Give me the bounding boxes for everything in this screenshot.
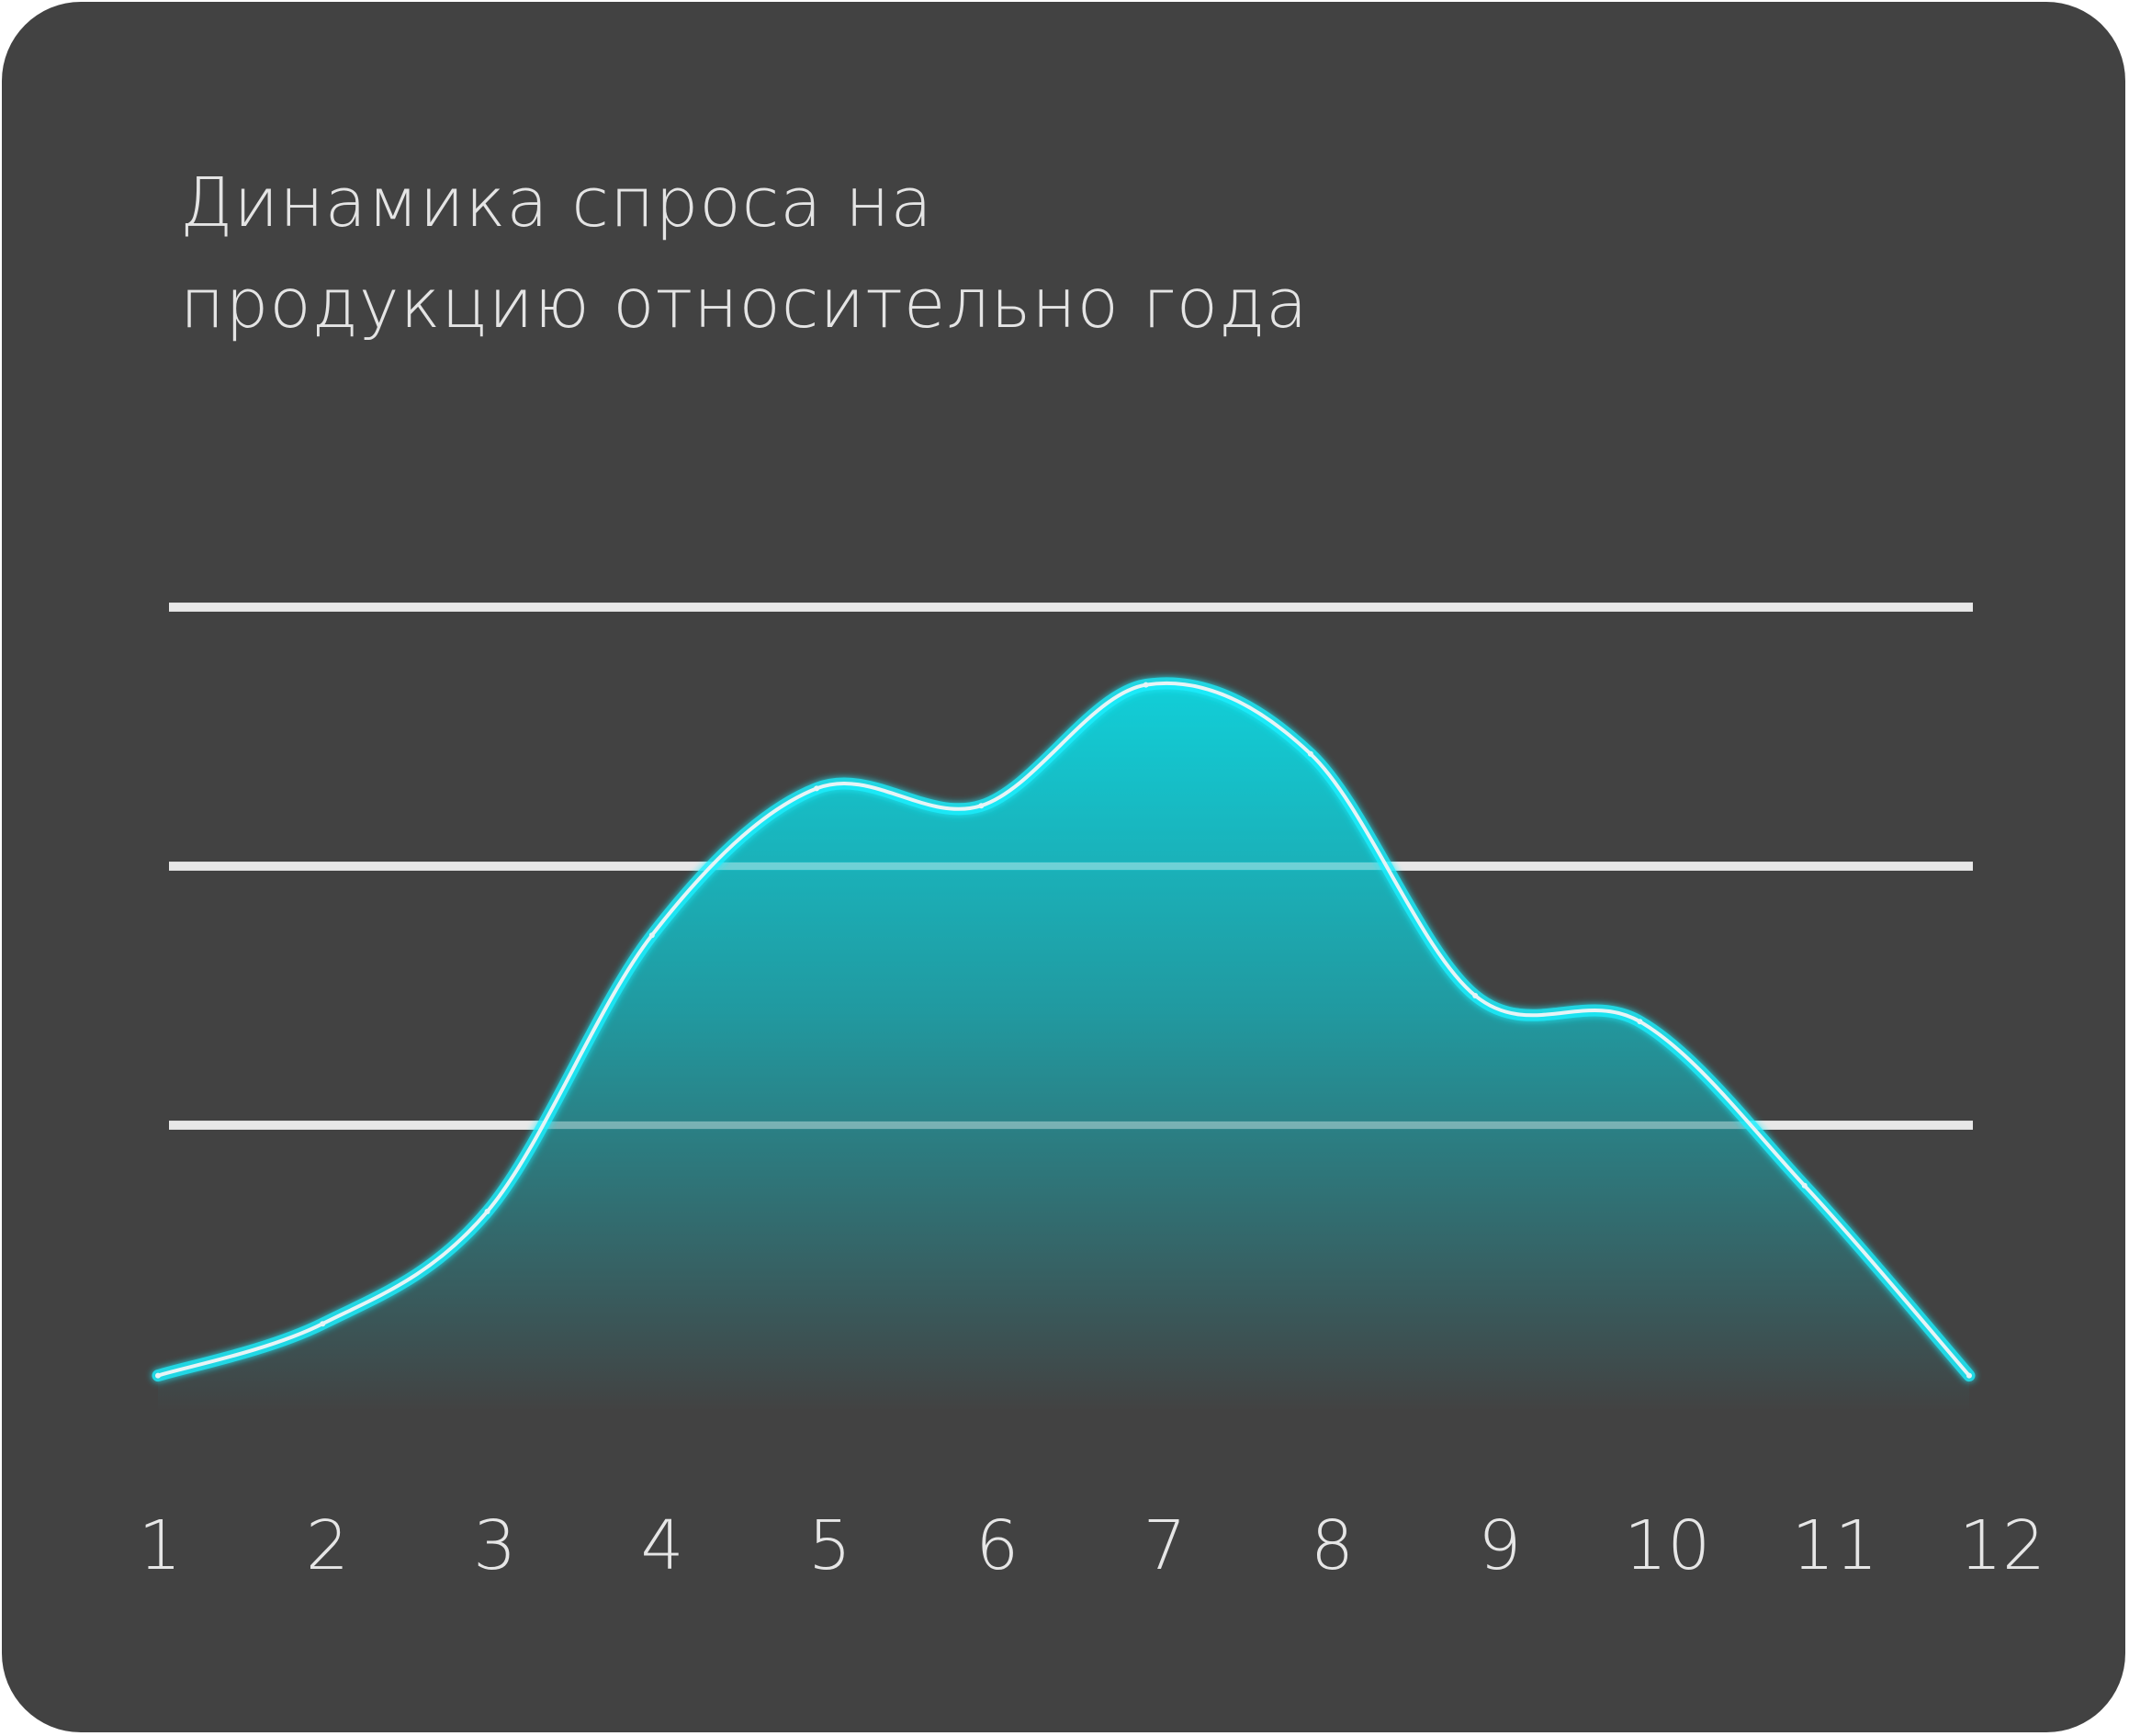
x-tick-label-7: 7 [1143,1506,1187,1585]
x-axis-ticks: 1 2 3 4 5 6 7 8 9 10 11 12 [138,1506,2045,1585]
data-point-4 [648,932,655,939]
chart-title: Динамика спроса на продукцию относительн… [180,152,1925,355]
series-area-fill [158,682,1969,1412]
data-point-6 [978,803,985,809]
x-tick-label-8: 8 [1311,1506,1354,1585]
chart-title-line-1: Динамика спроса на [180,163,933,242]
grid-lines-overlay [169,603,1973,1129]
x-tick-label-12: 12 [1959,1506,2045,1585]
x-tick-label-4: 4 [641,1506,684,1585]
x-tick-label-6: 6 [975,1506,1019,1585]
data-point-8 [1307,750,1313,757]
x-tick-label-11: 11 [1792,1506,1878,1585]
data-point-10 [1637,1019,1643,1025]
data-point-9 [1472,993,1479,998]
data-point-11 [1801,1182,1808,1189]
x-tick-label-5: 5 [808,1506,851,1585]
chart-title-line-2: продукцию относительно года [180,265,1309,344]
data-points [155,682,1972,1379]
data-point-12 [1966,1372,1972,1379]
data-point-7 [1143,682,1149,688]
data-point-2 [320,1321,326,1327]
x-tick-label-2: 2 [306,1506,349,1585]
data-point-1 [155,1372,161,1379]
x-tick-label-3: 3 [473,1506,516,1585]
x-tick-label-10: 10 [1624,1506,1710,1585]
data-point-5 [814,785,820,792]
x-tick-label-1: 1 [138,1506,181,1585]
data-point-3 [484,1209,490,1214]
x-tick-label-9: 9 [1478,1506,1521,1585]
